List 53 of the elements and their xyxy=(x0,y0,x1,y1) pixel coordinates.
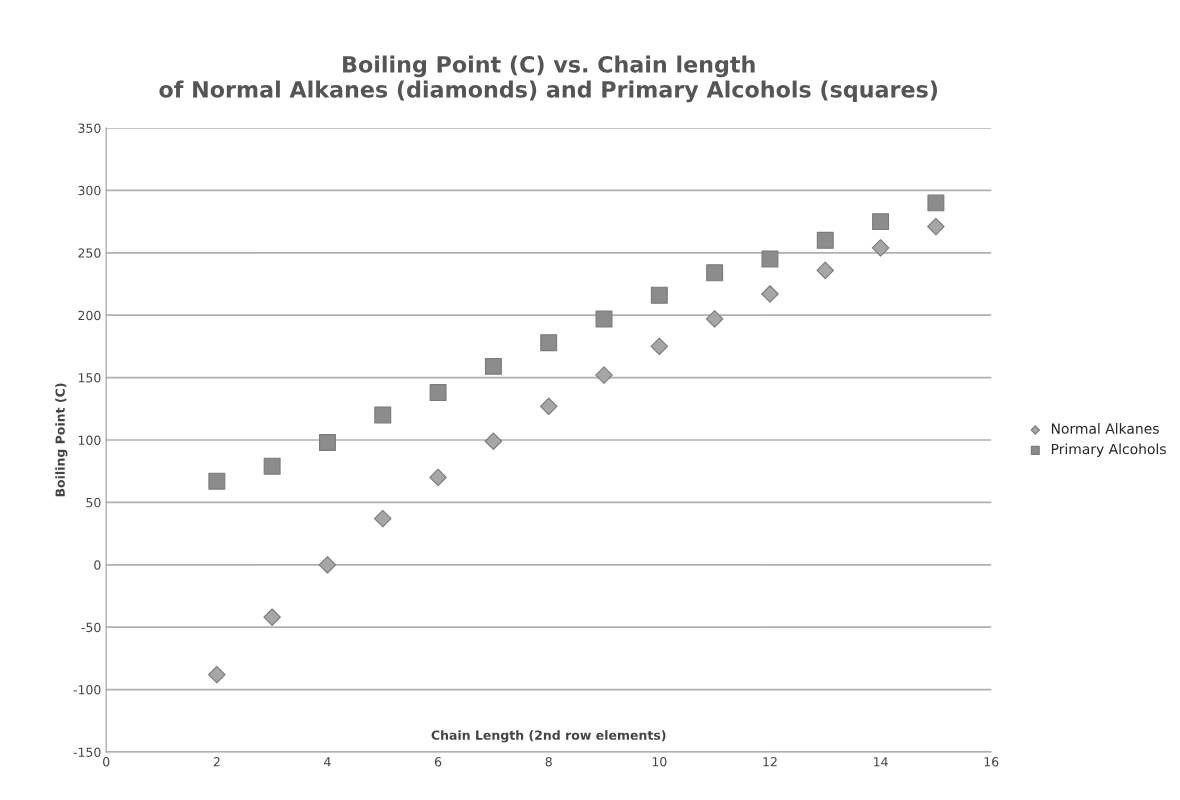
x-tick-label: 12 xyxy=(763,757,777,767)
point xyxy=(927,194,945,212)
point xyxy=(484,432,503,451)
point xyxy=(705,310,724,328)
x-tick-label: 6 xyxy=(434,757,442,767)
x-tick-label: 2 xyxy=(213,757,220,767)
x-tick-label: 8 xyxy=(545,757,552,767)
point xyxy=(595,366,613,384)
x-tick-label: 16 xyxy=(984,757,999,767)
y-tick-label: -50 xyxy=(81,622,101,633)
point xyxy=(374,406,392,424)
point xyxy=(816,261,835,280)
point xyxy=(539,397,558,416)
y-tick-label: 300 xyxy=(78,185,101,196)
point xyxy=(263,608,281,626)
point xyxy=(872,213,890,231)
y-tick-label: -100 xyxy=(73,685,101,695)
x-axis-title: Chain Length (2nd row elements) xyxy=(431,730,666,743)
point xyxy=(816,231,834,249)
legend-label: Primary Alcohols xyxy=(1051,443,1166,457)
point xyxy=(263,457,281,475)
point xyxy=(318,556,337,574)
y-tick-label: 200 xyxy=(78,310,101,321)
point xyxy=(650,286,668,304)
y-tick-label: 100 xyxy=(78,435,101,445)
x-tick-label: 14 xyxy=(873,757,888,767)
point xyxy=(429,468,447,487)
y-tick-label: 50 xyxy=(86,497,101,508)
point xyxy=(706,264,724,282)
point xyxy=(761,285,779,303)
y-tick-label: 350 xyxy=(78,123,101,133)
x-tick-label: 10 xyxy=(652,757,667,767)
x-tick-label: 0 xyxy=(103,757,110,767)
point xyxy=(927,217,945,236)
y-tick-label: -150 xyxy=(73,747,101,757)
y-axis-title: Boiling Point (C) xyxy=(55,383,68,497)
point xyxy=(373,509,392,528)
y-tick-label: 0 xyxy=(94,560,101,570)
point xyxy=(540,334,558,352)
point xyxy=(595,310,613,328)
point xyxy=(761,250,779,268)
point xyxy=(650,337,669,356)
x-tick-label: 4 xyxy=(324,757,331,767)
point xyxy=(208,472,226,490)
y-tick-label: 250 xyxy=(78,248,101,258)
legend-label: Normal Alkanes xyxy=(1051,423,1159,434)
chart-title: Boiling Point (C) vs. Chain length of Normal Alkanes (diamonds) and Primary Alcohols (squares) xyxy=(159,55,938,103)
point xyxy=(318,434,336,451)
y-tick-label: 150 xyxy=(78,373,101,383)
point xyxy=(871,239,890,257)
point xyxy=(429,384,447,402)
point xyxy=(208,665,226,684)
point xyxy=(484,357,502,375)
